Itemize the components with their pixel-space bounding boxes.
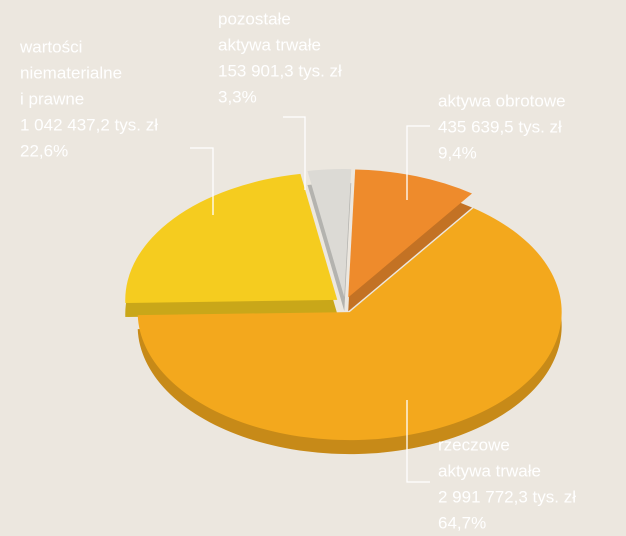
slice-label: aktywa trwałe [218,35,321,54]
value-label: 9,4% [438,143,477,162]
slice [348,169,472,298]
slice [307,169,352,298]
value-label: 22,6% [20,141,68,160]
value-label: 64,7% [438,513,486,532]
amount-label: 435 639,5 tys. zł [438,117,562,136]
amount-label: 2 991 772,3 tys. zł [438,487,576,506]
slice-label: niematerialne [20,63,122,82]
slice-label: rzeczowe [438,435,510,454]
leader-line [406,400,430,483]
slice-label: wartości [19,37,82,56]
leader-line [190,147,214,215]
slice-label: aktywa trwałe [438,461,541,480]
leader-line [283,116,306,190]
slice [137,208,562,441]
value-label: 3,3% [218,87,257,106]
slice [125,173,338,303]
leader-line [406,125,430,200]
amount-label: 153 901,3 tys. zł [218,61,342,80]
slice-label: pozostałe [218,9,291,28]
slice-label: aktywa obrotowe [438,91,566,110]
slice-label: i prawne [20,89,84,108]
amount-label: 1 042 437,2 tys. zł [20,115,158,134]
